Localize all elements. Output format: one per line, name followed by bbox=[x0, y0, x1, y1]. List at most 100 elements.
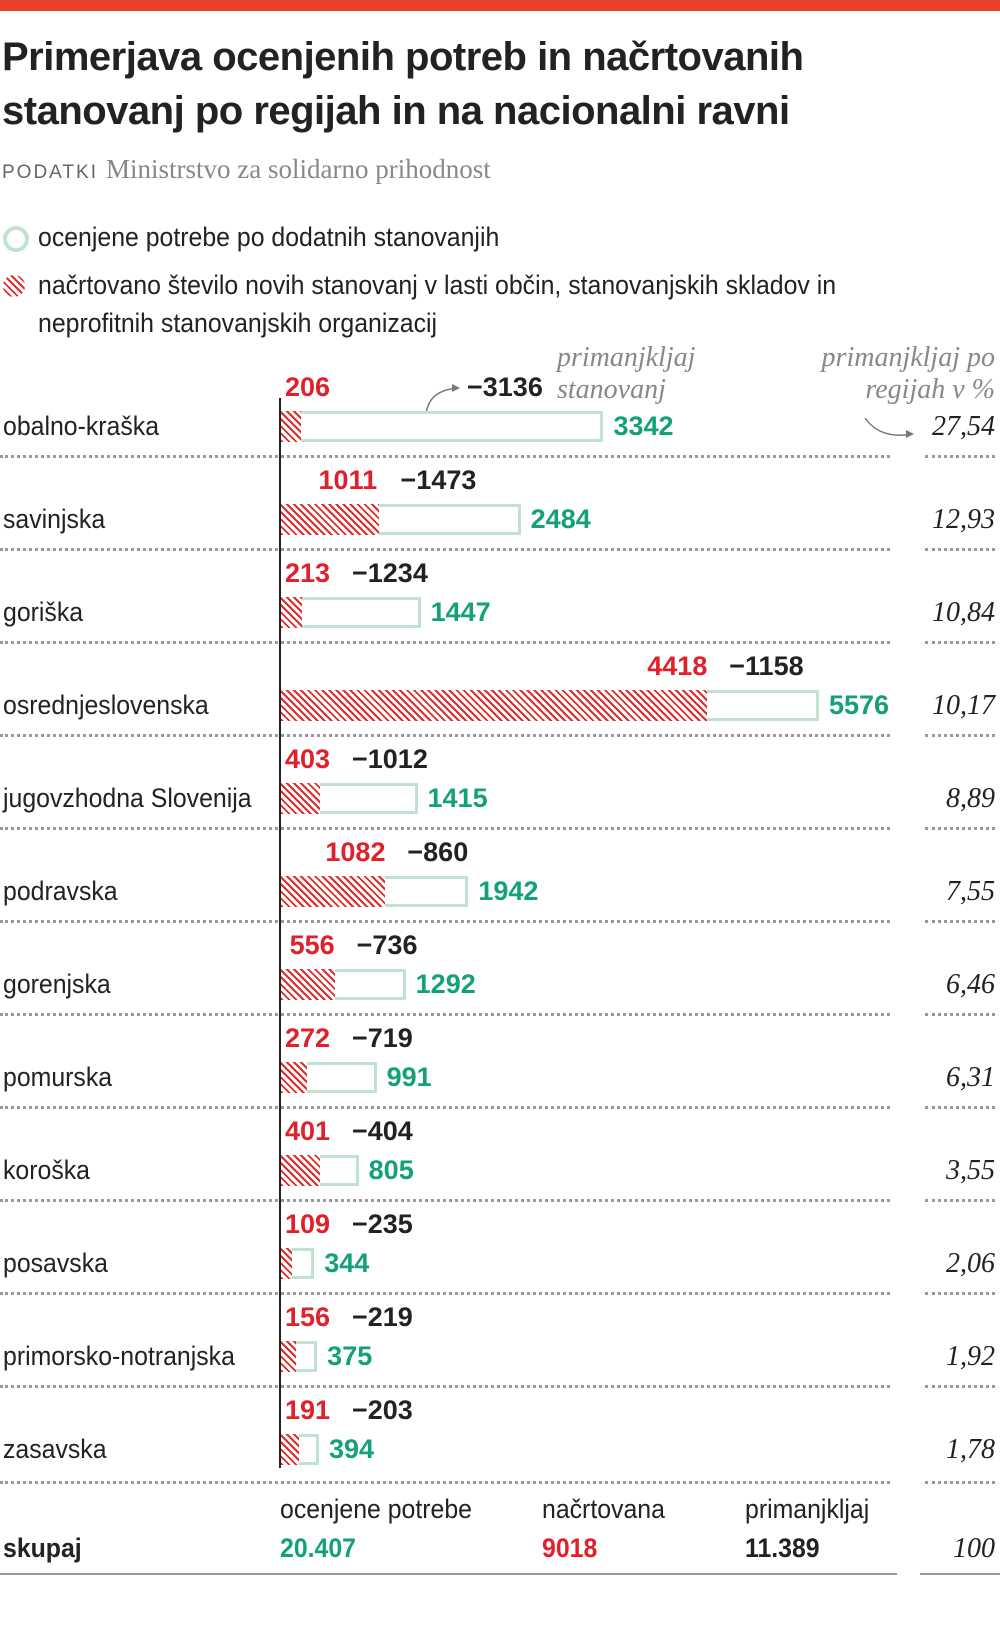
region-label: savinjska bbox=[3, 504, 106, 534]
divider-dotted bbox=[0, 1106, 890, 1109]
divider-dotted bbox=[0, 641, 890, 644]
deficit-value: −719 bbox=[352, 1023, 413, 1053]
planned-value: 191 bbox=[285, 1395, 331, 1425]
divider-dotted bbox=[925, 455, 995, 458]
planned-value: 1011 bbox=[318, 465, 378, 495]
divider-dotted bbox=[0, 548, 890, 551]
total-deficit-label: primanjkljaj bbox=[745, 1494, 870, 1524]
source-label: PODATKI bbox=[2, 162, 98, 183]
divider-dotted bbox=[925, 1481, 995, 1484]
region-label: primorsko-notranjska bbox=[3, 1341, 235, 1371]
divider-dotted bbox=[925, 734, 995, 737]
top-accent-bar bbox=[0, 0, 1000, 11]
region-label: posavska bbox=[3, 1248, 108, 1278]
deficit-value: −219 bbox=[352, 1302, 413, 1332]
total-pct-value: 100 bbox=[953, 1533, 995, 1564]
deficit-value: −203 bbox=[352, 1395, 413, 1425]
total-label: skupaj bbox=[3, 1533, 82, 1563]
planned-bar bbox=[281, 876, 386, 907]
planned-value: 1082 bbox=[325, 837, 386, 867]
planned-value: 156 bbox=[285, 1302, 331, 1332]
divider-dotted bbox=[925, 1385, 995, 1388]
divider-dotted bbox=[925, 1013, 995, 1016]
divider-dotted bbox=[0, 1199, 890, 1202]
planned-value: 109 bbox=[285, 1209, 331, 1239]
planned-bar bbox=[281, 1248, 292, 1279]
region-label: koroška bbox=[3, 1155, 90, 1185]
needs-value: 344 bbox=[324, 1248, 370, 1278]
arrow-head-icon bbox=[906, 430, 914, 438]
deficit-value: −1234 bbox=[352, 558, 428, 588]
legend-planned-label: načrtovano število novih stanovanj v las… bbox=[38, 270, 837, 338]
bottom-rule bbox=[920, 1573, 1000, 1575]
divider-dotted bbox=[925, 641, 995, 644]
needs-value: 1415 bbox=[427, 783, 488, 813]
planned-bar bbox=[281, 969, 335, 1000]
chart-axis bbox=[279, 398, 281, 1468]
needs-bar bbox=[281, 411, 604, 442]
planned-bar bbox=[281, 411, 301, 442]
planned-bar bbox=[281, 504, 379, 535]
divider-dotted bbox=[0, 920, 890, 923]
divider-dotted bbox=[925, 548, 995, 551]
planned-bar bbox=[281, 1062, 308, 1093]
arrow-head-icon bbox=[452, 384, 460, 392]
planned-bar bbox=[281, 1155, 320, 1186]
deficit-pct-value: 1,92 bbox=[946, 1341, 995, 1372]
deficit-pct-value: 2,06 bbox=[946, 1248, 995, 1279]
deficit-pct-value: 3,55 bbox=[946, 1155, 995, 1186]
region-label: podravska bbox=[3, 876, 118, 906]
divider-dotted bbox=[0, 734, 890, 737]
deficit-value: −1012 bbox=[352, 744, 428, 774]
deficit-value: −404 bbox=[352, 1116, 413, 1146]
deficit-pct-value: 6,46 bbox=[946, 969, 995, 1000]
divider-dotted bbox=[0, 1385, 890, 1388]
region-label: jugovzhodna Slovenija bbox=[3, 783, 252, 813]
region-label: pomurska bbox=[3, 1062, 113, 1092]
region-label: zasavska bbox=[3, 1434, 107, 1464]
deficit-value: −736 bbox=[356, 930, 418, 960]
divider-dotted bbox=[925, 920, 995, 923]
divider-dotted bbox=[925, 827, 995, 830]
arrow-pct-icon bbox=[864, 417, 913, 436]
deficit-pct-value: 1,78 bbox=[946, 1434, 995, 1465]
deficit-note: primanjkljaj stanovanj bbox=[557, 342, 696, 405]
needs-value: 805 bbox=[368, 1155, 414, 1185]
deficit-pct-value: 6,31 bbox=[946, 1062, 995, 1093]
region-label: goriška bbox=[3, 597, 84, 627]
needs-value: 991 bbox=[386, 1062, 432, 1092]
bottom-rule bbox=[0, 1573, 897, 1575]
planned-bar bbox=[281, 1434, 300, 1465]
deficit-pct-value: 8,89 bbox=[946, 783, 995, 814]
planned-value: 4418 bbox=[647, 651, 708, 681]
deficit-pct-value: 12,93 bbox=[932, 504, 995, 535]
deficit-value: −1473 bbox=[400, 465, 477, 495]
deficit-value: −860 bbox=[407, 837, 469, 867]
total-needs-label: ocenjene potrebe bbox=[280, 1494, 472, 1524]
annotation-arrows bbox=[424, 384, 914, 438]
deficit-pct-value: 10,84 bbox=[932, 597, 995, 628]
region-label: osrednjeslovenska bbox=[3, 690, 209, 720]
region-label: obalno-kraška bbox=[3, 411, 160, 441]
total-planned-label: načrtovana bbox=[542, 1494, 665, 1524]
planned-value: 213 bbox=[285, 558, 331, 588]
planned-value: 556 bbox=[289, 930, 335, 960]
deficit-pct-value: 7,55 bbox=[946, 876, 995, 907]
planned-value: 206 bbox=[285, 372, 331, 402]
divider-dotted bbox=[0, 1013, 890, 1016]
planned-value: 401 bbox=[285, 1116, 331, 1146]
needs-value: 1942 bbox=[478, 876, 539, 906]
divider-dotted bbox=[0, 1481, 890, 1484]
legend-needs-icon bbox=[3, 226, 29, 252]
needs-value: 1292 bbox=[415, 969, 476, 999]
divider-dotted bbox=[925, 1106, 995, 1109]
total-deficit-value: 11.389 bbox=[745, 1533, 820, 1563]
divider-dotted bbox=[0, 1292, 890, 1295]
deficit-pct-value: 27,54 bbox=[932, 411, 995, 442]
planned-bar bbox=[281, 783, 320, 814]
planned-bar bbox=[281, 597, 302, 628]
needs-value: 2484 bbox=[530, 504, 591, 534]
divider-dotted bbox=[925, 1292, 995, 1295]
region-label: gorenjska bbox=[3, 969, 111, 999]
chart-title: Primerjava ocenjenih potreb in načrtovan… bbox=[2, 35, 804, 133]
